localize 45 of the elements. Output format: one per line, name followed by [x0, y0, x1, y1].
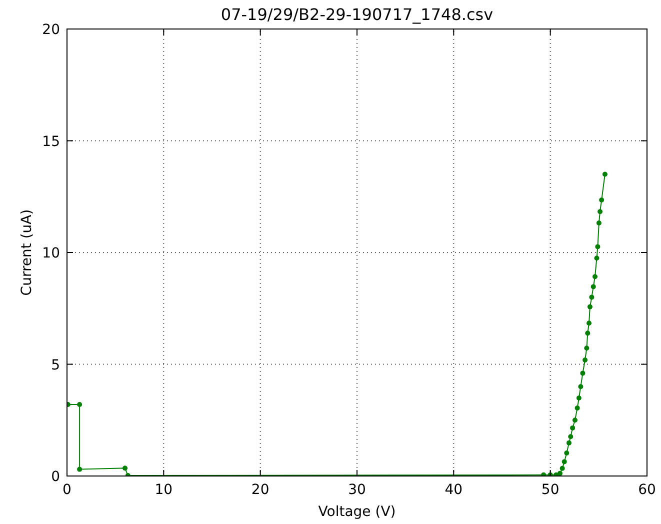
x-tick-label: 30: [348, 482, 366, 498]
point: [596, 220, 602, 226]
y-tick-label: 10: [42, 246, 60, 262]
point: [599, 197, 604, 202]
x-tick-label: 20: [251, 482, 270, 498]
point: [560, 466, 565, 471]
chart-title: 07-19/29/B2-29-190717_1748.csv: [220, 5, 494, 24]
x-tick-label: 40: [444, 482, 463, 498]
point: [586, 320, 592, 326]
point: [585, 330, 590, 336]
point: [122, 466, 128, 471]
x-axis-title: Voltage (V): [318, 504, 396, 520]
point: [558, 470, 562, 476]
point: [582, 358, 588, 363]
point: [77, 466, 82, 472]
point: [566, 440, 572, 446]
point: [564, 450, 570, 456]
y-tick-label: 15: [42, 134, 60, 150]
point: [584, 346, 590, 351]
point: [598, 209, 603, 214]
point: [578, 384, 584, 390]
point: [595, 244, 600, 250]
point: [589, 294, 594, 300]
point: [562, 459, 567, 464]
y-tick-label: 0: [51, 469, 60, 485]
x-tick-label: 10: [154, 482, 173, 498]
point: [592, 274, 598, 280]
y-tick-label: 20: [42, 22, 60, 38]
point: [572, 418, 578, 423]
point: [580, 370, 586, 376]
point: [594, 256, 600, 261]
x-tick-label: 0: [62, 482, 72, 498]
point: [568, 434, 574, 440]
point: [590, 284, 596, 290]
x-tick-label: 60: [638, 482, 656, 498]
x-tick-label: 50: [541, 482, 560, 498]
point: [587, 304, 592, 310]
point: [602, 172, 608, 177]
point: [541, 472, 546, 476]
point: [570, 425, 576, 430]
y-axis-title: Current (uA): [19, 209, 35, 296]
point: [77, 402, 82, 407]
point: [574, 406, 580, 411]
point: [576, 396, 582, 400]
y-tick-label: 5: [51, 357, 60, 374]
